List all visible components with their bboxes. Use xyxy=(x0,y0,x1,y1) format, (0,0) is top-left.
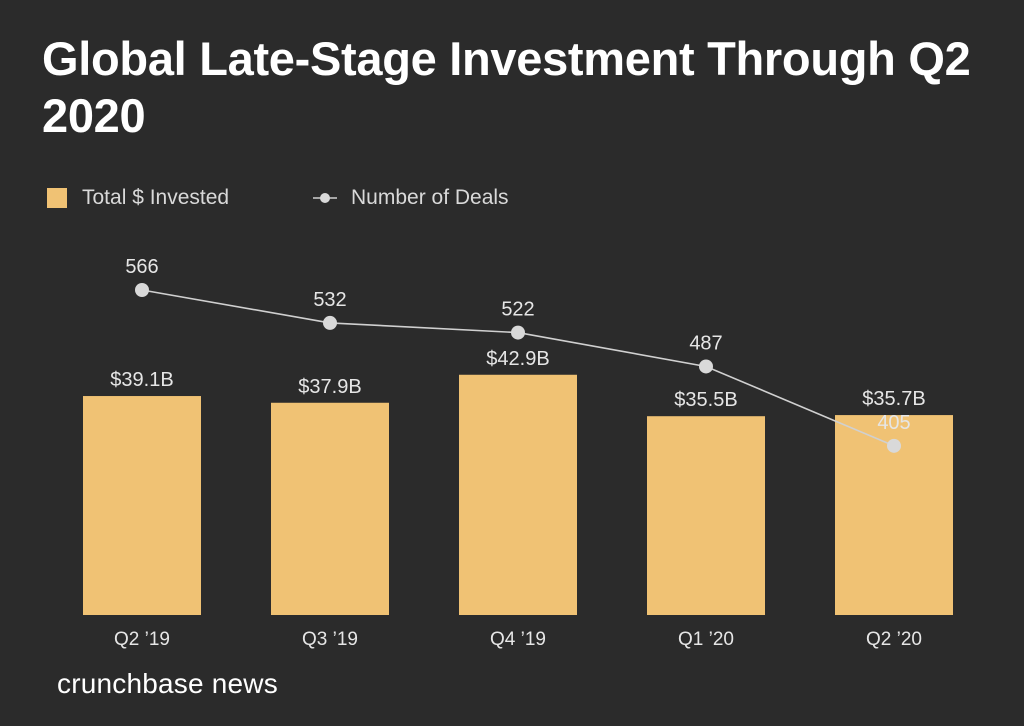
bar-0 xyxy=(83,396,201,615)
crunchbase-news-logo: crunchbase news xyxy=(57,668,278,699)
deals-point-2 xyxy=(511,325,525,340)
x-tick-label-2: Q4 ’19 xyxy=(490,629,546,650)
deals-value-label-2: 522 xyxy=(501,299,534,321)
x-tick-label-3: Q1 ’20 xyxy=(678,629,734,650)
bar-value-label-2: $42.9B xyxy=(486,348,549,370)
bar-value-label-3: $35.5B xyxy=(674,389,737,411)
legend-line-dot xyxy=(320,193,330,203)
legend-label-number-of-deals: Number of Deals xyxy=(351,186,509,209)
x-tick-label-4: Q2 ’20 xyxy=(866,629,922,650)
deals-point-4 xyxy=(887,438,901,453)
chart-title: Global Late-Stage Investment Through Q2 … xyxy=(42,32,971,142)
bar-value-label-4: $35.7B xyxy=(862,388,925,410)
bar-2 xyxy=(459,374,577,615)
bar-value-label-0: $39.1B xyxy=(110,369,173,391)
deals-value-label-1: 532 xyxy=(313,289,346,311)
bar-1 xyxy=(271,402,389,615)
legend-item-total-invested: Total $ Invested xyxy=(47,186,229,210)
x-tick-label-0: Q2 ’19 xyxy=(114,629,170,650)
legend-line-marker xyxy=(313,193,337,203)
bar-value-label-1: $37.9B xyxy=(298,376,361,398)
legend-bar-swatch xyxy=(47,188,67,208)
deals-value-label-4: 405 xyxy=(877,412,910,434)
x-tick-label-1: Q3 ’19 xyxy=(302,629,358,650)
deals-point-3 xyxy=(699,359,713,374)
deals-point-1 xyxy=(323,315,337,330)
deals-value-label-3: 487 xyxy=(689,332,722,354)
deals-point-0 xyxy=(135,283,149,297)
bar-3 xyxy=(647,416,765,615)
deals-value-label-0: 566 xyxy=(125,256,158,278)
legend-item-number-of-deals: Number of Deals xyxy=(313,186,509,210)
legend-label-total-invested: Total $ Invested xyxy=(82,186,230,209)
